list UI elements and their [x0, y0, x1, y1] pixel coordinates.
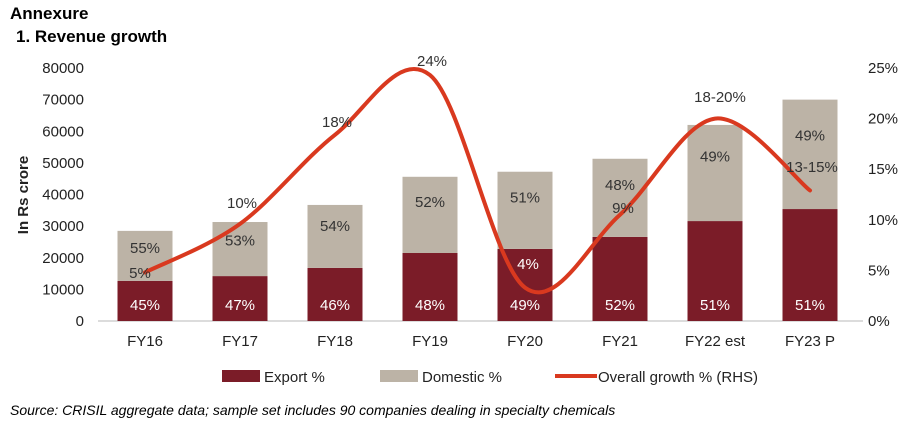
- y2-tick-label: 25%: [868, 60, 898, 77]
- data-label-export: 51%: [795, 297, 825, 314]
- data-label-export: 45%: [130, 297, 160, 314]
- bar-domestic: [592, 158, 648, 237]
- source-note: Source: CRISIL aggregate data; sample se…: [10, 402, 616, 418]
- chart-title: 1. Revenue growth: [16, 27, 168, 46]
- x-tick-label: FY20: [507, 333, 543, 350]
- data-label-domestic: 55%: [130, 240, 160, 257]
- y2-tick-label: 10%: [868, 212, 898, 229]
- x-tick-label: FY23 P: [785, 333, 835, 350]
- bar-domestic: [307, 204, 363, 268]
- data-label-export: 51%: [700, 297, 730, 314]
- data-label-export: 48%: [415, 297, 445, 314]
- data-label-domestic: 49%: [795, 128, 825, 145]
- legend-swatch-domestic: [380, 370, 418, 382]
- y2-tick-label: 15%: [868, 161, 898, 178]
- x-tick-label: FY21: [602, 333, 638, 350]
- y-tick-label: 10000: [42, 281, 84, 298]
- y2-tick-label: 0%: [868, 313, 890, 330]
- y-axis-label: In Rs crore: [15, 156, 32, 234]
- data-label-domestic: 51%: [510, 189, 540, 206]
- data-label-domestic: 52%: [415, 194, 445, 211]
- bar-domestic: [782, 99, 838, 210]
- legend-label-export: Export %: [264, 369, 325, 386]
- data-label-export: 47%: [225, 297, 255, 314]
- x-tick-label: FY22 est: [685, 333, 746, 350]
- y2-tick-label: 5%: [868, 262, 890, 279]
- legend-label-growth: Overall growth % (RHS): [598, 369, 758, 386]
- y-tick-label: 80000: [42, 60, 84, 77]
- x-tick-label: FY16: [127, 333, 163, 350]
- data-label-growth: 18-20%: [694, 89, 746, 106]
- bar-domestic: [402, 176, 458, 254]
- y-tick-label: 30000: [42, 218, 84, 235]
- data-label-domestic: 48%: [605, 177, 635, 194]
- y-tick-label: 20000: [42, 250, 84, 267]
- data-label-export: 46%: [320, 297, 350, 314]
- bar-export: [212, 276, 268, 321]
- y-tick-label: 40000: [42, 187, 84, 204]
- legend-label-domestic: Domestic %: [422, 369, 502, 386]
- y-tick-label: 50000: [42, 155, 84, 172]
- data-label-export: 52%: [605, 297, 635, 314]
- bar-domestic: [687, 124, 743, 222]
- y-tick-label: 70000: [42, 92, 84, 109]
- data-label-domestic: 49%: [700, 149, 730, 166]
- data-label-export: 49%: [510, 297, 540, 314]
- bar-domestic: [497, 171, 553, 249]
- data-label-growth: 9%: [612, 200, 634, 217]
- data-label-growth: 18%: [322, 114, 352, 131]
- data-label-growth: 10%: [227, 195, 257, 212]
- legend-swatch-export: [222, 370, 260, 382]
- x-tick-label: FY19: [412, 333, 448, 350]
- bar-export: [592, 236, 648, 321]
- bar-export: [117, 280, 173, 321]
- growth-line: [143, 66, 812, 295]
- data-label-growth: 5%: [129, 265, 151, 282]
- bar-export: [402, 253, 458, 321]
- y-tick-label: 0: [76, 313, 84, 330]
- data-label-growth: 4%: [517, 256, 539, 273]
- chart-svg: 0 10000 20000 30000 40000 50000 60000 70000 8000…: [15, 53, 898, 386]
- bar-export: [782, 209, 838, 321]
- y2-tick-label: 20%: [868, 111, 898, 128]
- annexure-heading: Annexure: [10, 4, 89, 23]
- data-label-growth: 13-15%: [786, 159, 838, 176]
- bar-export: [687, 221, 743, 321]
- bar-export: [307, 267, 363, 321]
- x-tick-label: FY17: [222, 333, 258, 350]
- x-tick-label: FY18: [317, 333, 353, 350]
- y-tick-label: 60000: [42, 123, 84, 140]
- data-label-domestic: 54%: [320, 218, 350, 235]
- data-label-domestic: 53%: [225, 232, 255, 249]
- data-label-growth: 24%: [417, 53, 447, 70]
- bar-domestic: [212, 222, 268, 277]
